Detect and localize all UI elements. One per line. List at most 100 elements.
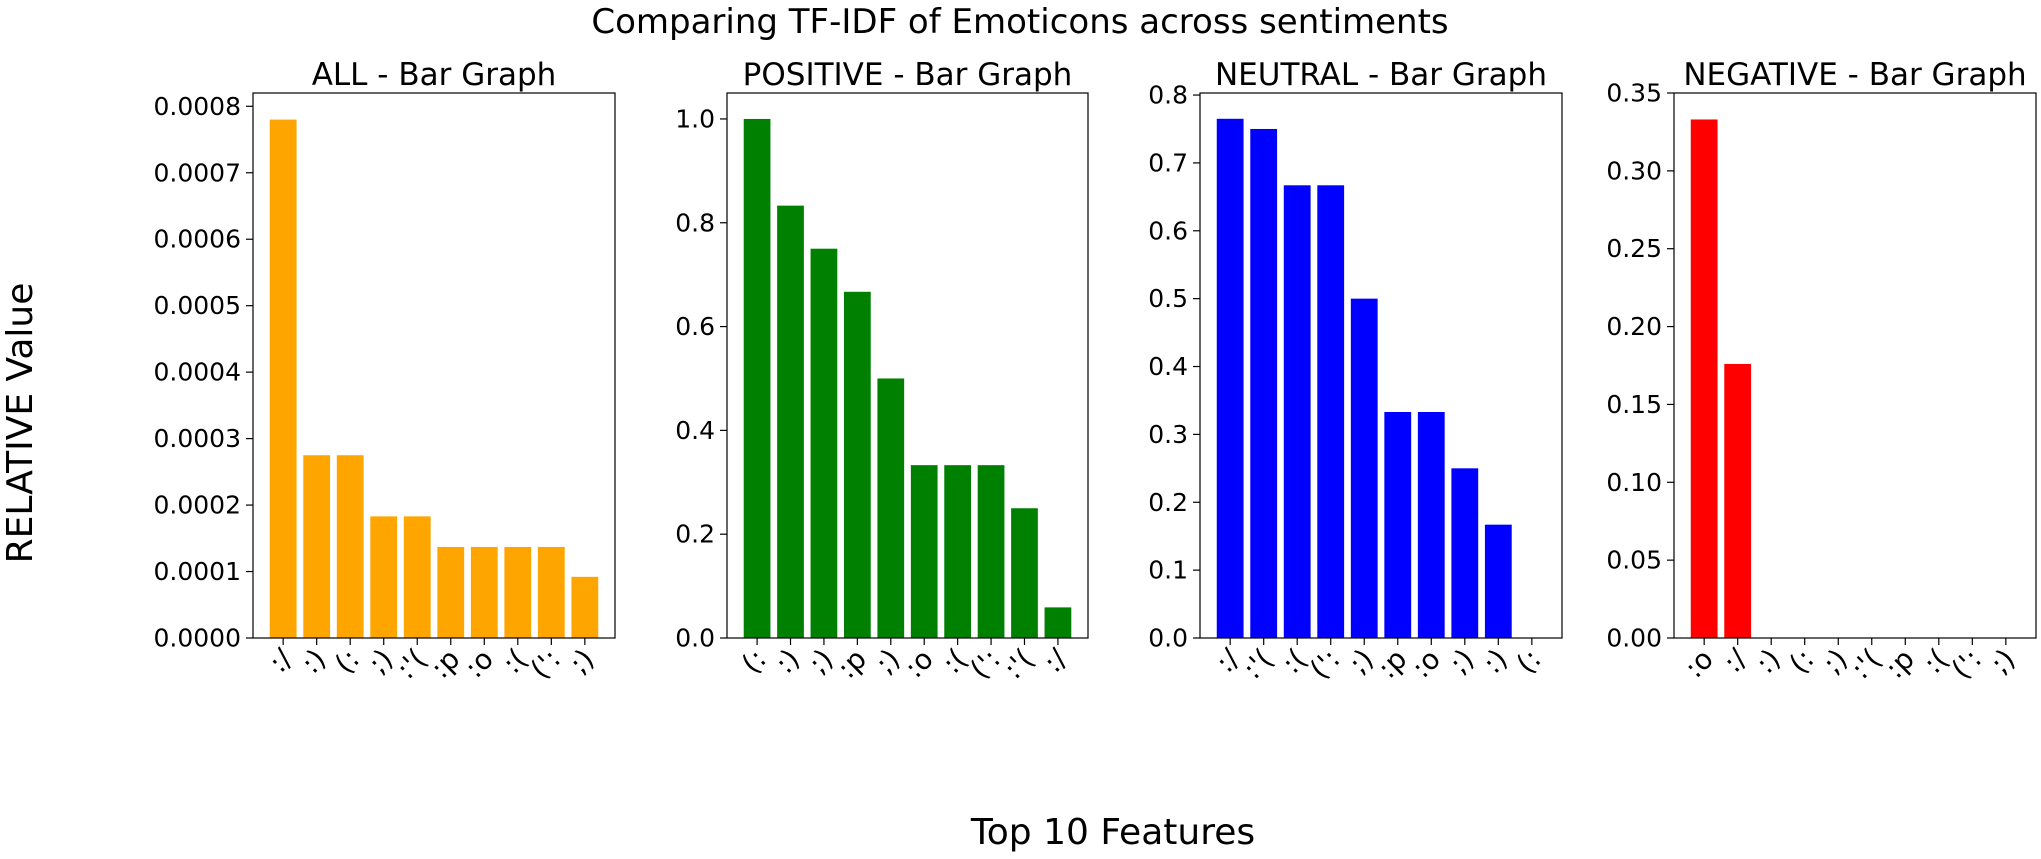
positive-x-tick-label: (: <box>735 642 773 680</box>
neutral-bar <box>1250 128 1278 638</box>
neutral-panel: :/:'(:((':;):p:o;):)(:0.00.10.20.30.40.5… <box>1148 57 1563 686</box>
all-bar <box>470 546 498 638</box>
all-x-tick-label: (': <box>524 642 567 685</box>
negative-y-tick-label: 0.20 <box>1606 312 1662 341</box>
neutral-bar <box>1451 468 1479 638</box>
neutral-bar <box>1283 185 1311 639</box>
neutral-bar <box>1350 298 1378 638</box>
x-axis-label: Top 10 Features <box>970 812 1255 853</box>
positive-title: POSITIVE - Bar Graph <box>743 57 1073 93</box>
negative-y-tick-label: 0.25 <box>1606 234 1662 263</box>
all-bar <box>403 516 431 638</box>
all-y-tick-label: 0.0006 <box>154 225 241 254</box>
neutral-bar <box>1484 524 1512 638</box>
all-bar <box>571 576 599 638</box>
all-bar <box>269 119 297 639</box>
positive-bar <box>1044 607 1072 638</box>
neutral-y-tick-label: 0.8 <box>1148 81 1188 110</box>
positive-bar <box>810 248 838 638</box>
all-x-tick-label: ;) <box>563 642 601 680</box>
positive-y-tick-label: 0.2 <box>675 520 715 549</box>
positive-x-tick-label: :p <box>830 642 873 685</box>
negative-bar <box>1724 363 1752 638</box>
neutral-y-tick-label: 0.3 <box>1148 420 1188 449</box>
all-y-tick-label: 0.0002 <box>154 491 241 520</box>
neutral-x-tick-label: :'( <box>1236 642 1279 685</box>
positive-x-tick-label: :o <box>898 642 940 684</box>
chart-panels: :/:)(:;):'(:p:o:((':;)0.00000.00010.0002… <box>154 57 2037 686</box>
neutral-y-tick-label: 0.6 <box>1148 216 1188 245</box>
neutral-bar <box>1417 411 1445 638</box>
all-bar <box>537 546 565 638</box>
positive-y-tick-label: 0.4 <box>675 416 715 445</box>
neutral-y-tick-label: 0.4 <box>1148 352 1188 381</box>
negative-title: NEGATIVE - Bar Graph <box>1683 57 2026 93</box>
all-panel: :/:)(:;):'(:p:o:((':;)0.00000.00010.0002… <box>154 57 616 686</box>
positive-axes-frame <box>726 92 1089 639</box>
neutral-y-tick-label: 0.0 <box>1148 624 1188 653</box>
neutral-x-tick-label: (: <box>1510 642 1548 680</box>
negative-x-tick-label: :) <box>1749 642 1787 680</box>
positive-x-tick-label: :/ <box>1037 642 1074 679</box>
negative-x-tick-label: ;) <box>1984 642 2022 680</box>
neutral-y-tick-label: 0.2 <box>1148 488 1188 517</box>
negative-y-tick-label: 0.30 <box>1606 156 1662 185</box>
neutral-y-tick-label: 0.1 <box>1148 556 1188 585</box>
all-y-tick-label: 0.0000 <box>154 624 241 653</box>
negative-y-tick-label: 0.05 <box>1606 546 1662 575</box>
negative-axes-frame <box>1673 92 2037 639</box>
all-x-tick-label: (: <box>328 642 366 680</box>
neutral-y-tick-label: 0.7 <box>1148 148 1188 177</box>
positive-panel: (::);):p;):o:(('::'(:/0.00.20.40.60.81.0… <box>675 57 1089 686</box>
positive-y-tick-label: 0.6 <box>675 312 715 341</box>
positive-bar <box>843 291 871 638</box>
neutral-x-tick-label: :o <box>1405 642 1447 684</box>
neutral-x-tick-label: ;) <box>1443 642 1481 680</box>
neutral-bar <box>1317 185 1345 639</box>
all-y-tick-label: 0.0001 <box>154 557 241 586</box>
all-y-tick-label: 0.0003 <box>154 424 241 453</box>
neutral-axes-frame <box>1199 92 1563 639</box>
negative-bar <box>1690 119 1718 639</box>
all-x-tick-label: :) <box>295 642 333 680</box>
negative-y-tick-label: 0.10 <box>1606 468 1662 497</box>
all-x-tick-label: :/ <box>262 642 299 679</box>
all-bar <box>504 546 532 638</box>
neutral-y-tick-label: 0.5 <box>1148 284 1188 313</box>
negative-y-tick-label: 0.35 <box>1606 79 1662 108</box>
all-bar <box>336 455 364 638</box>
negative-x-tick-label: (: <box>1783 642 1821 680</box>
negative-x-tick-label: :o <box>1678 642 1720 684</box>
positive-y-tick-label: 1.0 <box>675 104 715 133</box>
positive-bar <box>743 118 771 638</box>
positive-bar <box>877 378 905 638</box>
positive-x-tick-label: :'( <box>997 642 1040 685</box>
positive-y-tick-label: 0.8 <box>675 208 715 237</box>
all-x-tick-label: :o <box>458 642 500 684</box>
negative-x-tick-label: :p <box>1878 642 1921 685</box>
all-bar <box>303 455 331 638</box>
positive-bar <box>944 465 972 638</box>
positive-bar <box>1011 508 1038 638</box>
all-bar <box>437 546 465 638</box>
all-y-tick-label: 0.0007 <box>154 158 241 187</box>
figure-title: Comparing TF-IDF of Emoticons across sen… <box>591 2 1448 42</box>
negative-x-tick-label: :/ <box>1717 642 1754 679</box>
positive-bar <box>977 465 1005 638</box>
positive-x-tick-label: :) <box>768 642 806 680</box>
neutral-title: NEUTRAL - Bar Graph <box>1215 57 1547 93</box>
negative-y-tick-label: 0.15 <box>1606 390 1662 419</box>
positive-bar <box>777 205 804 638</box>
all-axes-frame <box>252 92 616 639</box>
neutral-bar <box>1384 411 1412 638</box>
negative-x-tick-label: (': <box>1945 642 1988 685</box>
all-bar <box>370 516 398 638</box>
positive-bar <box>910 465 938 638</box>
neutral-x-tick-label: (': <box>1303 642 1346 685</box>
neutral-x-tick-label: :) <box>1476 642 1514 680</box>
all-y-tick-label: 0.0005 <box>154 291 241 320</box>
all-title: ALL - Bar Graph <box>312 57 557 93</box>
y-axis-label: RELATIVE Value <box>0 283 41 564</box>
all-y-tick-label: 0.0008 <box>154 92 241 121</box>
